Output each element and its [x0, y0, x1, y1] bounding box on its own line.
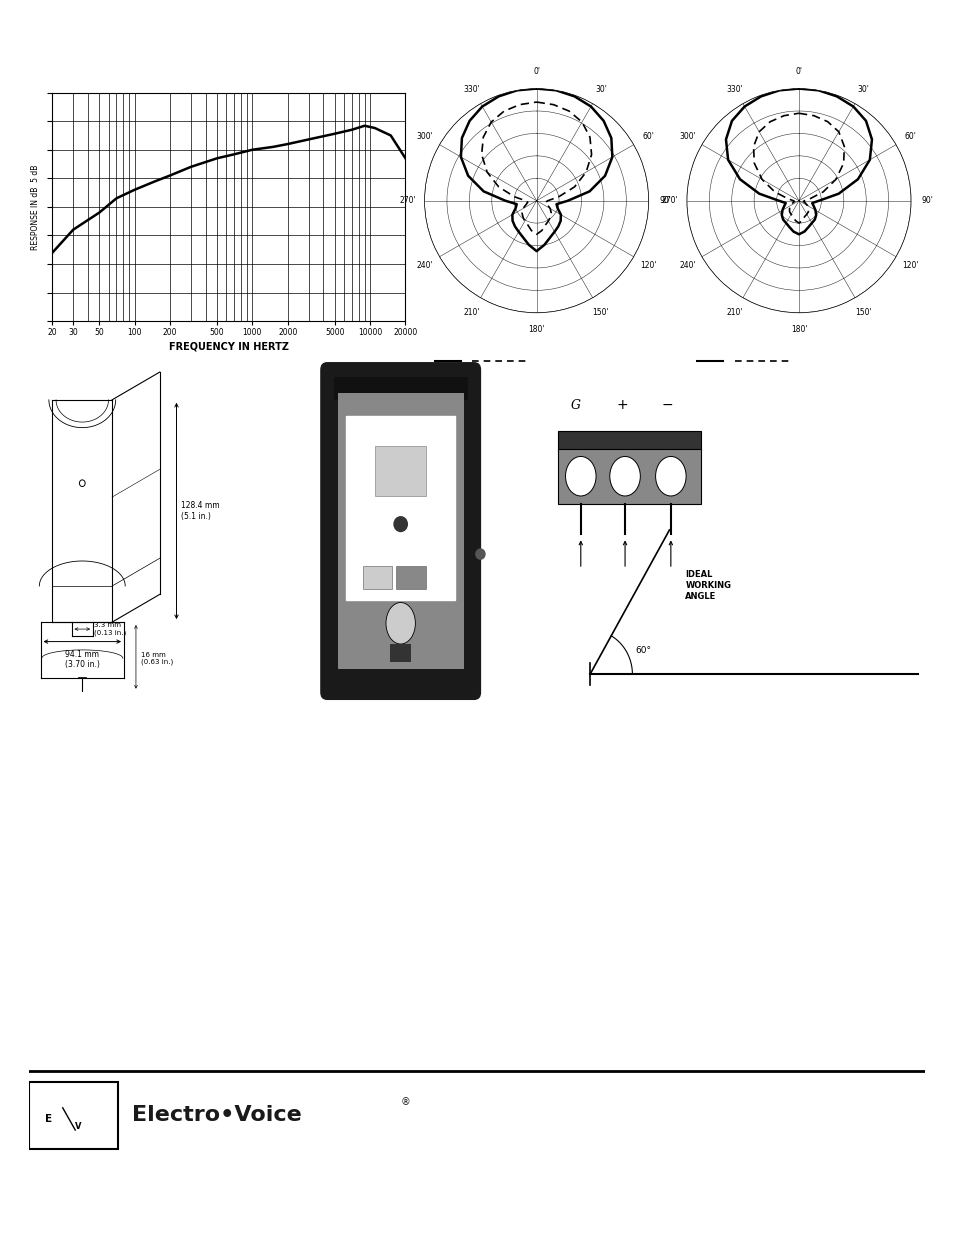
Bar [390, 643, 411, 662]
X-axis label: FREQUENCY IN HERTZ: FREQUENCY IN HERTZ [169, 341, 289, 351]
Y-axis label: RESPONSE IN dB  5 dB: RESPONSE IN dB 5 dB [30, 164, 40, 249]
Bar [375, 446, 425, 496]
Text: G: G [571, 399, 580, 411]
Text: IDEAL
WORKING
ANGLE: IDEAL WORKING ANGLE [684, 569, 731, 601]
Text: ®: ® [400, 1097, 410, 1108]
Text: 94.1 mm
(3.70 in.): 94.1 mm (3.70 in.) [65, 650, 100, 669]
Bar [346, 416, 455, 600]
Text: +: + [616, 398, 627, 412]
Circle shape [655, 457, 685, 496]
Circle shape [609, 457, 639, 496]
Ellipse shape [386, 603, 415, 643]
Text: E: E [45, 1114, 51, 1124]
Text: 3.3 mm
(0.13 in.): 3.3 mm (0.13 in.) [94, 622, 127, 636]
Circle shape [475, 548, 485, 559]
Bar [337, 393, 463, 669]
Text: 16 mm
(0.63 in.): 16 mm (0.63 in.) [141, 652, 172, 664]
Bar [558, 431, 700, 451]
Text: Electro•Voice: Electro•Voice [132, 1105, 301, 1125]
Circle shape [393, 516, 408, 532]
Bar [558, 448, 700, 504]
Circle shape [565, 457, 596, 496]
Bar [396, 566, 425, 589]
Text: 128.4 mm
(5.1 in.): 128.4 mm (5.1 in.) [181, 501, 219, 521]
Bar [29, 1082, 118, 1149]
Text: V: V [75, 1121, 82, 1131]
Text: −: − [661, 398, 673, 412]
Text: 60°: 60° [635, 646, 650, 655]
FancyBboxPatch shape [320, 363, 480, 699]
Bar [362, 566, 392, 589]
Bar [334, 377, 467, 400]
